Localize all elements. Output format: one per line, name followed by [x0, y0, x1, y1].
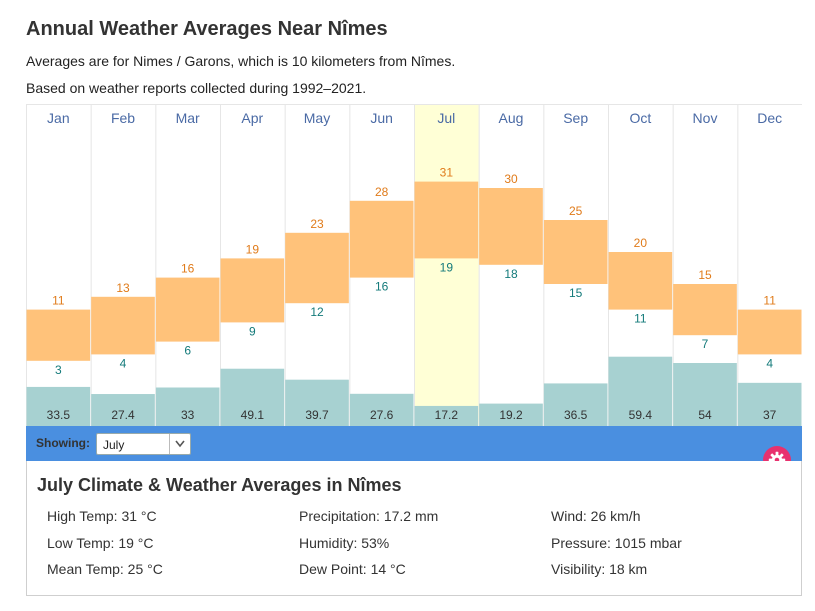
high-temp-label-feb: 13: [116, 281, 130, 295]
low-temp-label-aug: 18: [504, 267, 518, 281]
precip-bar-mar: [155, 387, 220, 426]
precip-label-dec: 37: [763, 408, 777, 422]
precip-bar-aug: [479, 403, 543, 426]
temp-band-jan: [26, 309, 91, 361]
high-temp-label-apr: 19: [246, 242, 260, 256]
low-temp-label-jan: 3: [55, 363, 62, 377]
temp-band-mar: [155, 277, 220, 342]
precip-label-mar: 33: [181, 408, 195, 422]
chevron-down-icon[interactable]: [169, 434, 190, 454]
low-temp-label-may: 12: [310, 305, 324, 319]
low-temp-label-mar: 6: [184, 344, 191, 358]
month-label-apr: Apr: [241, 110, 263, 126]
temp-band-may: [285, 232, 349, 304]
precip-bar-may: [285, 379, 349, 426]
precip-bar-feb: [91, 394, 155, 426]
low-temp-label-dec: 4: [766, 356, 773, 370]
precip-bar-nov: [673, 363, 737, 426]
precip-bar-apr: [220, 368, 285, 426]
low-temp-label-jul: 19: [440, 260, 454, 274]
month-label-jun: Jun: [370, 110, 393, 126]
temp-band-nov: [673, 284, 737, 336]
precip-bar-dec: [737, 382, 802, 426]
visibility-stat: Visibility: 18 km: [551, 561, 648, 577]
month-label-dec: Dec: [757, 110, 782, 126]
precip-label-jun: 27.6: [370, 408, 394, 422]
month-label-sep: Sep: [563, 110, 588, 126]
temp-band-sep: [543, 220, 608, 284]
high-temp-label-oct: 20: [634, 236, 648, 250]
high-temp-label-may: 23: [310, 217, 324, 231]
showing-label: Showing:: [36, 436, 90, 450]
precip-bar-jul: [414, 405, 479, 426]
low-temp-label-sep: 15: [569, 286, 583, 300]
high-temp-label-mar: 16: [181, 262, 195, 276]
high-temp-label-dec: 11: [763, 294, 776, 308]
precip-bar-jun: [349, 393, 414, 426]
precip-label-oct: 59.4: [629, 408, 653, 422]
precip-label-nov: 54: [698, 408, 712, 422]
low-temp-stat: Low Temp: 19 °C: [47, 535, 154, 551]
precip-bar-jan: [26, 386, 91, 426]
month-select-value: July: [103, 438, 125, 452]
temp-band-jun: [349, 200, 414, 278]
month-label-aug: Aug: [499, 110, 524, 126]
temp-band-oct: [608, 252, 673, 310]
precip-label-may: 39.7: [305, 408, 329, 422]
month-label-jan: Jan: [47, 110, 70, 126]
low-temp-label-apr: 9: [249, 324, 256, 338]
low-temp-label-jun: 16: [375, 280, 389, 294]
low-temp-label-feb: 4: [120, 356, 127, 370]
page-title: Annual Weather Averages Near Nîmes: [26, 18, 388, 40]
temp-band-feb: [91, 296, 155, 355]
month-details-panel: July Climate & Weather Averages in Nîmes…: [26, 461, 802, 596]
low-temp-label-nov: 7: [702, 337, 709, 351]
highlighted-month-column: [414, 104, 479, 426]
high-temp-label-sep: 25: [569, 204, 583, 218]
humidity-stat: Humidity: 53%: [299, 535, 390, 551]
precip-label-aug: 19.2: [499, 408, 523, 422]
high-temp-label-jan: 11: [52, 294, 65, 308]
precipitation-stat: Precipitation: 17.2 mm: [299, 508, 439, 524]
precip-label-feb: 27.4: [111, 408, 135, 422]
pressure-stat: Pressure: 1015 mbar: [551, 535, 682, 551]
month-label-mar: Mar: [176, 110, 200, 126]
month-select[interactable]: July: [96, 433, 191, 455]
month-label-nov: Nov: [693, 110, 718, 126]
temp-band-aug: [479, 188, 543, 265]
showing-bar: Showing: July: [26, 426, 802, 461]
period-note: Based on weather reports collected durin…: [26, 80, 367, 96]
low-temp-label-oct: 11: [634, 312, 647, 326]
monthly-climate-chart: Jan 33.5 11 3 Feb 27.4 13 4 Mar 33 16 6 Apr 49.1 19 9 Ma…: [26, 104, 802, 426]
high-temp-label-aug: 30: [504, 172, 518, 186]
high-temp-label-jul: 31: [440, 166, 454, 180]
precip-bar-oct: [608, 356, 673, 426]
chart-svg: Jan 33.5 11 3 Feb 27.4 13 4 Mar 33 16 6 Apr 49.1 19 9 Ma…: [26, 104, 802, 426]
mean-temp-stat: Mean Temp: 25 °C: [47, 561, 163, 577]
panel-title: July Climate & Weather Averages in Nîmes: [37, 475, 402, 495]
high-temp-label-nov: 15: [698, 268, 712, 282]
precip-label-apr: 49.1: [241, 408, 265, 422]
high-temp-stat: High Temp: 31 °C: [47, 508, 157, 524]
precip-bar-sep: [543, 383, 608, 426]
high-temp-label-jun: 28: [375, 185, 389, 199]
precip-label-jan: 33.5: [47, 408, 71, 422]
wind-stat: Wind: 26 km/h: [551, 508, 641, 524]
month-label-feb: Feb: [111, 110, 135, 126]
temp-band-dec: [737, 309, 802, 355]
precip-label-jul: 17.2: [435, 408, 459, 422]
temp-band-apr: [220, 258, 285, 323]
month-label-oct: Oct: [629, 110, 651, 126]
dew-point-stat: Dew Point: 14 °C: [299, 561, 406, 577]
month-label-may: May: [304, 110, 330, 126]
temp-band-jul: [414, 181, 479, 259]
location-note: Averages are for Nimes / Garons, which i…: [26, 53, 456, 69]
month-label-jul: Jul: [437, 110, 455, 126]
precip-label-sep: 36.5: [564, 408, 588, 422]
